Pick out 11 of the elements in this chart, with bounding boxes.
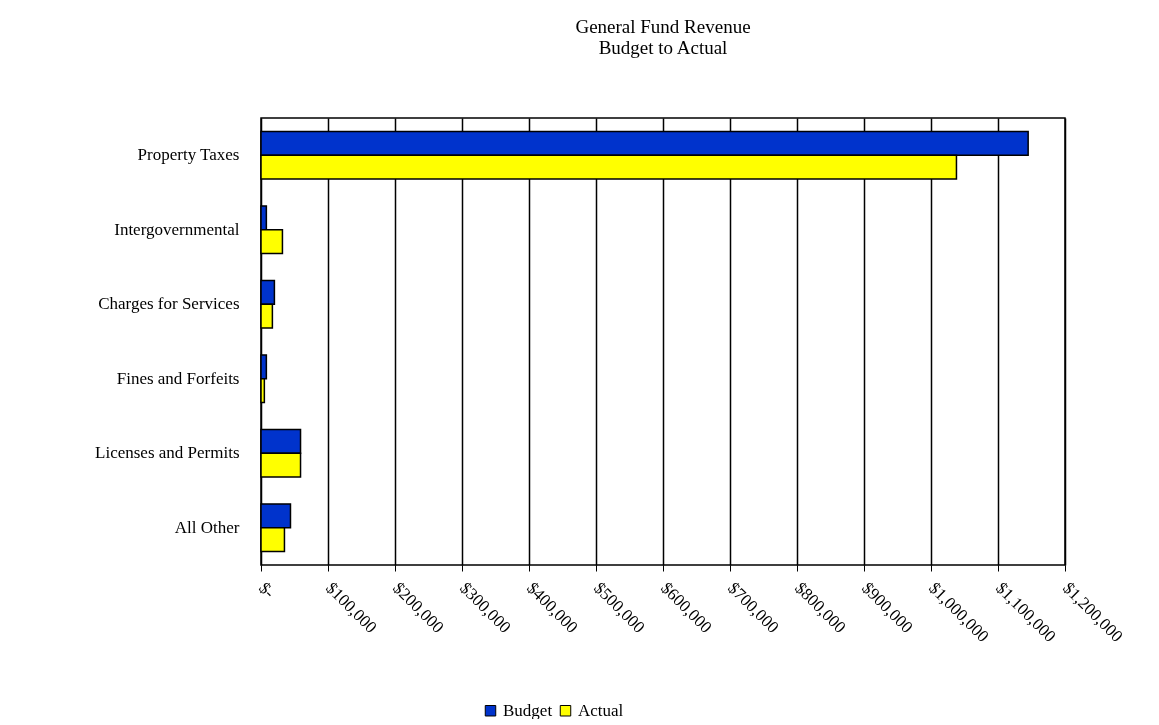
y-tick-label: Charges for Services: [98, 294, 240, 314]
chart-title: General Fund Revenue: [575, 16, 751, 37]
legend-label: Budget: [503, 700, 553, 720]
chart-subtitle: Budget to Actual: [598, 37, 728, 58]
y-tick-label: Fines and Forfeits: [116, 368, 240, 388]
y-tick-label: Property Taxes: [137, 145, 240, 165]
y-tick-label: All Other: [174, 517, 240, 537]
legend-label: Actual: [578, 700, 624, 720]
y-tick-label: Intergovernmental: [114, 219, 240, 239]
x-tick-label: $-: [255, 578, 279, 603]
y-tick-label: Licenses and Permits: [95, 443, 240, 463]
